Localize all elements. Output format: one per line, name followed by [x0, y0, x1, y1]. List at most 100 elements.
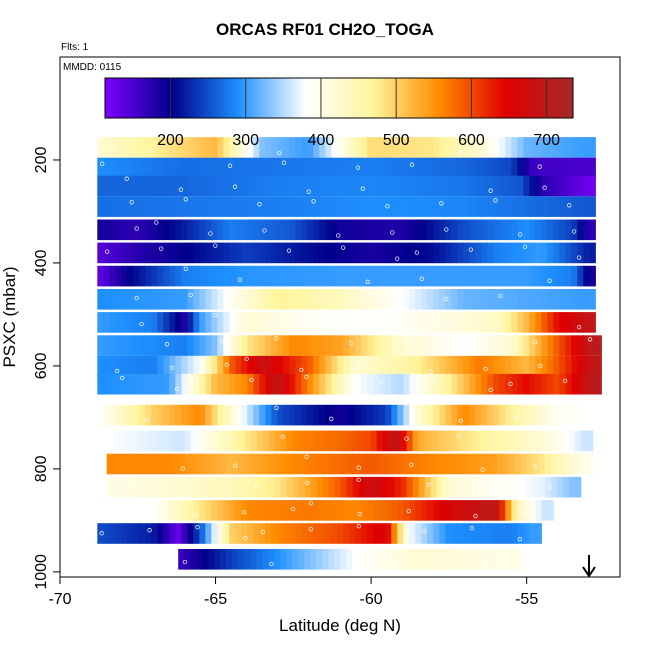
sample-point	[532, 464, 538, 469]
heatmap-cell	[145, 219, 152, 241]
heatmap-cell	[409, 500, 416, 521]
heatmap-cell	[259, 355, 266, 377]
heatmap-cell	[394, 430, 402, 452]
heatmap-cell	[115, 219, 122, 241]
heatmap-cell	[547, 196, 554, 217]
heatmap-cell	[217, 373, 224, 395]
heatmap-cell	[439, 500, 446, 521]
heatmap-cell	[307, 335, 314, 356]
heatmap-cell	[475, 196, 482, 217]
sample-point	[385, 204, 390, 209]
heatmap-cell	[265, 196, 272, 217]
heatmap-cell	[559, 404, 566, 426]
sample-point	[488, 188, 493, 193]
heatmap-cell	[187, 265, 194, 287]
heatmap-cell	[427, 219, 434, 241]
heatmap-cell	[481, 242, 488, 264]
heatmap-cell	[583, 137, 590, 158]
heatmap-cell	[352, 476, 360, 498]
sample-point	[444, 227, 449, 232]
heatmap-cell	[310, 549, 317, 570]
sample-point	[421, 529, 427, 534]
sample-point	[428, 369, 433, 375]
heatmap-cell	[139, 219, 146, 241]
heatmap-cell	[361, 335, 368, 356]
heatmap-cell	[403, 312, 410, 333]
heatmap-cell	[436, 476, 444, 498]
heatmap-cell	[145, 373, 152, 395]
heatmap-cell	[319, 219, 326, 241]
heatmap-cell	[97, 242, 104, 264]
heatmap-cell	[187, 289, 194, 310]
heatmap-cell	[313, 500, 320, 521]
heatmap-cell	[547, 137, 554, 158]
heatmap-cell	[109, 242, 116, 264]
heatmap-cell	[484, 430, 492, 452]
heatmap-cell	[589, 404, 596, 426]
heatmap-cell	[133, 219, 140, 241]
heatmap-cell	[403, 265, 410, 287]
heatmap-cell	[160, 430, 168, 452]
heatmap-cell	[493, 175, 500, 197]
heatmap-cell	[583, 196, 590, 217]
heatmap-cell	[169, 137, 176, 158]
sample-point	[477, 479, 483, 485]
heatmap-cell	[247, 312, 254, 333]
heatmap-cell	[319, 335, 326, 356]
sample-point	[433, 376, 438, 382]
heatmap-cell	[115, 523, 122, 544]
heatmap-cell	[265, 312, 272, 333]
heatmap-cell	[316, 430, 324, 452]
heatmap-cell	[433, 289, 440, 310]
sample-point	[449, 322, 454, 328]
heatmap-cell	[322, 476, 330, 498]
heatmap-cell	[223, 175, 230, 197]
heatmap-cell	[478, 549, 485, 570]
heatmap-cell	[409, 335, 416, 356]
heatmap-cell	[229, 312, 236, 333]
heatmap-cell	[190, 430, 198, 452]
heatmap-cell	[517, 175, 524, 197]
heatmap-cell	[217, 137, 224, 158]
heatmap-cell	[289, 157, 296, 179]
sample-point	[456, 433, 462, 438]
down-arrow-icon	[582, 555, 596, 578]
heatmap-cell	[532, 476, 540, 498]
heatmap-cell	[457, 219, 464, 241]
sample-point	[522, 510, 527, 516]
heatmap-cell	[571, 404, 578, 426]
heatmap-cell	[412, 453, 420, 475]
heatmap-cell	[502, 476, 510, 498]
heatmap-cell	[238, 430, 246, 452]
heatmap-cell	[475, 355, 482, 377]
heatmap-cell	[481, 312, 488, 333]
heatmap-cell	[328, 476, 336, 498]
heatmap-cell	[496, 549, 503, 570]
heatmap-cell	[169, 373, 176, 395]
heatmap-cell	[319, 242, 326, 264]
heatmap-cell	[529, 289, 536, 310]
heatmap-cell	[262, 453, 270, 475]
heatmap-cell	[475, 242, 482, 264]
heatmap-cell	[283, 157, 290, 179]
heatmap-cell	[430, 430, 438, 452]
heatmap-cell	[313, 137, 320, 158]
heatmap-cell	[157, 373, 164, 395]
heatmap-cell	[214, 430, 222, 452]
heatmap-cell	[367, 242, 374, 264]
heatmap-cell	[133, 500, 140, 521]
heatmap-cell	[289, 500, 296, 521]
heatmap-cell	[397, 157, 404, 179]
heatmap-cell	[217, 355, 224, 377]
heatmap-cell	[427, 289, 434, 310]
y-tick-label: 600	[33, 352, 50, 379]
heatmap-cell	[433, 404, 440, 426]
heatmap-cell	[475, 175, 482, 197]
heatmap-cell	[220, 430, 228, 452]
heatmap-cell	[136, 430, 144, 452]
heatmap-cell	[541, 500, 548, 521]
heatmap-cell	[127, 312, 134, 333]
heatmap-cell	[466, 453, 474, 475]
heatmap-cell	[259, 265, 266, 287]
heatmap-cell	[424, 430, 432, 452]
